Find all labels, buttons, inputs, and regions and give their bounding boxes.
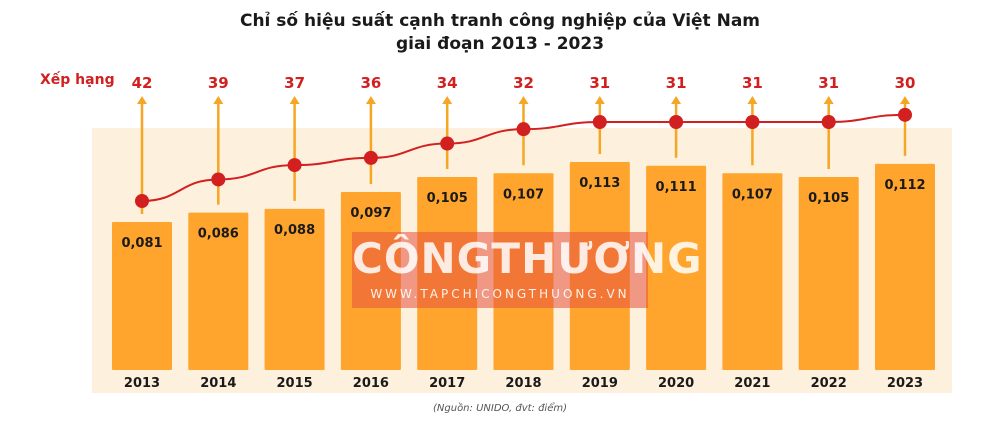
chart-subtitle: giai đoạn 2013 - 2023 (395, 34, 605, 54)
year-label-2018: 2018 (505, 376, 541, 391)
value-label-2017: 0,105 (427, 191, 468, 206)
watermark-url: WWW.TAPCHICONGTHUONG.VN (370, 287, 630, 301)
rank-value-2013: 42 (132, 74, 153, 92)
rank-value-2015: 37 (284, 74, 305, 92)
value-label-2013: 0,081 (121, 236, 162, 251)
rank-point-2023 (898, 107, 912, 122)
rank-value-2017: 34 (437, 74, 458, 92)
rank-arrow-head-2018 (518, 96, 529, 104)
year-label-2020: 2020 (658, 376, 694, 391)
rank-value-2014: 39 (208, 74, 229, 92)
bar-2015 (264, 208, 325, 370)
value-label-2020: 0,111 (656, 180, 697, 195)
value-label-2023: 0,112 (884, 178, 925, 193)
year-label-2017: 2017 (429, 376, 465, 391)
rank-point-2021 (745, 115, 760, 129)
rank-point-2019 (592, 115, 607, 129)
rank-point-2017 (440, 136, 455, 151)
rank-arrow-head-2015 (289, 96, 300, 104)
value-label-2021: 0,107 (732, 187, 773, 202)
rank-point-2018 (516, 122, 531, 137)
source-note: (Nguồn: UNIDO, đvt: điểm) (433, 403, 567, 414)
year-label-2022: 2022 (811, 376, 847, 391)
rank-point-2022 (821, 115, 836, 129)
rank-value-2019: 31 (589, 74, 610, 92)
year-label-2021: 2021 (734, 376, 770, 391)
value-label-2019: 0,113 (579, 176, 620, 191)
rank-arrow-head-2013 (137, 96, 147, 104)
bar-2021 (722, 173, 783, 370)
year-label-2015: 2015 (277, 376, 313, 391)
bar-2013 (112, 222, 172, 370)
rank-axis-label: Xếp hạng (40, 72, 115, 88)
rank-value-2020: 31 (666, 74, 687, 92)
rank-arrow-head-2016 (365, 96, 376, 104)
value-label-2018: 0,107 (503, 187, 544, 202)
year-label-2019: 2019 (582, 376, 618, 391)
year-label-2013: 2013 (124, 376, 160, 391)
bar-2022 (798, 177, 859, 370)
bar-2023 (875, 163, 935, 370)
rank-arrow-head-2019 (594, 96, 605, 104)
rank-point-2015 (287, 158, 302, 173)
year-label-2023: 2023 (887, 376, 923, 391)
rank-arrow-head-2020 (671, 96, 682, 104)
value-label-2015: 0,088 (274, 223, 315, 238)
bar-2014 (188, 212, 249, 370)
rank-arrow-head-2014 (213, 96, 224, 104)
year-label-2016: 2016 (353, 376, 389, 391)
rank-value-2023: 30 (895, 74, 916, 92)
rank-value-2016: 36 (360, 74, 381, 92)
rank-arrow-head-2023 (900, 96, 910, 104)
rank-arrow-head-2021 (747, 96, 758, 104)
watermark-text: CÔNGTHƯƠNG (352, 234, 703, 283)
rank-value-2022: 31 (818, 74, 839, 92)
watermark: CÔNGTHƯƠNG WWW.TAPCHICONGTHUONG.VN (352, 232, 703, 308)
rank-point-2014 (211, 172, 226, 187)
rank-value-2021: 31 (742, 74, 763, 92)
bar-2020 (646, 165, 707, 370)
rank-point-2016 (363, 150, 378, 165)
chart-title: Chỉ số hiệu suất cạnh tranh công nghiệp … (239, 11, 761, 31)
rank-arrow-head-2022 (823, 96, 834, 104)
rank-value-2018: 32 (513, 74, 534, 92)
rank-point-2020 (669, 115, 684, 129)
rank-arrow-head-2017 (442, 96, 453, 104)
rank-point-2013 (135, 194, 149, 208)
value-label-2022: 0,105 (808, 191, 849, 206)
value-label-2016: 0,097 (350, 206, 391, 221)
year-label-2014: 2014 (200, 376, 236, 391)
value-label-2014: 0,086 (198, 227, 239, 242)
